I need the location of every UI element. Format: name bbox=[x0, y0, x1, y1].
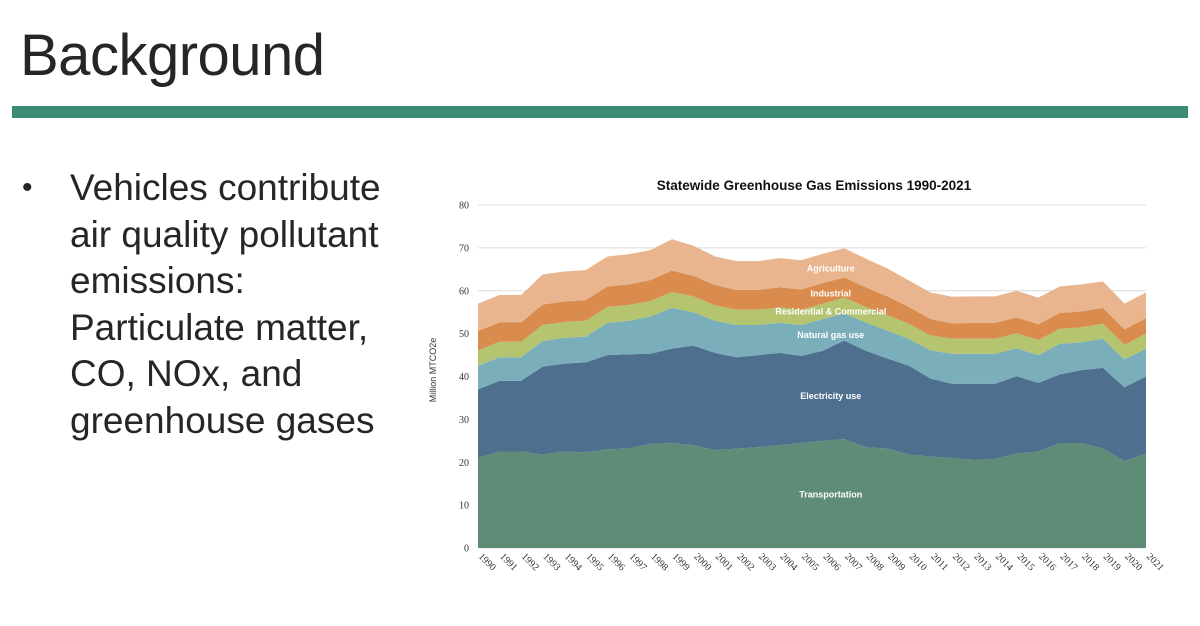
x-tick-label: 2003 bbox=[756, 551, 778, 573]
x-tick-label: 2020 bbox=[1122, 551, 1144, 573]
y-tick-label: 0 bbox=[464, 544, 469, 555]
area-residential-commercial bbox=[478, 292, 1146, 366]
bullet-marker: • bbox=[22, 171, 33, 204]
area-label-industrial: Industrial bbox=[811, 288, 852, 298]
x-tick-label: 1994 bbox=[562, 551, 584, 573]
x-tick-label: 2004 bbox=[778, 551, 800, 573]
x-tick-label: 2019 bbox=[1101, 551, 1123, 573]
x-tick-label: 2013 bbox=[971, 551, 993, 573]
x-tick-label: 1995 bbox=[584, 551, 606, 573]
y-tick-label: 30 bbox=[459, 415, 469, 426]
y-axis-ticks: 0 10 20 30 40 50 60 70 80 bbox=[459, 201, 469, 555]
x-tick-label: 1993 bbox=[541, 551, 563, 573]
area-label-transportation: Transportation bbox=[799, 489, 862, 499]
area-electricity-use bbox=[478, 340, 1146, 461]
x-tick-label: 1999 bbox=[670, 551, 692, 573]
x-tick-label: 2002 bbox=[734, 551, 756, 573]
area-label-agriculture: Agriculture bbox=[807, 263, 855, 273]
x-tick-label: 1997 bbox=[627, 551, 649, 573]
y-tick-label: 40 bbox=[459, 372, 469, 383]
x-tick-label: 2015 bbox=[1015, 551, 1037, 573]
x-tick-label: 2016 bbox=[1036, 551, 1058, 573]
x-axis-ticks: 1990 1991 1992 1993 1994 1995 1996 1997 1998 1999… bbox=[476, 551, 1166, 573]
x-tick-label: 1992 bbox=[519, 551, 541, 573]
x-tick-label: 2012 bbox=[950, 551, 972, 573]
x-tick-label: 2014 bbox=[993, 551, 1015, 573]
x-tick-label: 2001 bbox=[713, 551, 735, 573]
slide-title: Background bbox=[20, 23, 325, 88]
x-tick-label: 2006 bbox=[821, 551, 843, 573]
chart-title: Statewide Greenhouse Gas Emissions 1990-… bbox=[657, 178, 972, 193]
x-tick-label: 1991 bbox=[497, 551, 519, 573]
area-transportation bbox=[478, 439, 1146, 548]
x-tick-label: 2018 bbox=[1079, 551, 1101, 573]
y-tick-label: 70 bbox=[459, 243, 469, 254]
x-tick-label: 2021 bbox=[1144, 551, 1166, 573]
chart-areas bbox=[478, 239, 1146, 548]
title-divider bbox=[12, 106, 1188, 118]
y-tick-label: 60 bbox=[459, 286, 469, 297]
x-tick-label: 2007 bbox=[842, 551, 864, 573]
area-label-electricity-use: Electricity use bbox=[800, 391, 861, 401]
area-industrial bbox=[478, 270, 1146, 351]
y-tick-label: 10 bbox=[459, 501, 469, 512]
x-tick-label: 2008 bbox=[864, 551, 886, 573]
x-tick-label: 2000 bbox=[691, 551, 713, 573]
x-tick-label: 2017 bbox=[1058, 551, 1080, 573]
chart-area-labels: Transportation Electricity use Natural gas… bbox=[775, 263, 886, 499]
x-tick-label: 2011 bbox=[928, 551, 950, 573]
y-axis-label: Million MTCO2e bbox=[428, 338, 438, 403]
x-tick-label: 1990 bbox=[476, 551, 498, 573]
bullet-text: Vehicles contribute air quality pollutan… bbox=[70, 167, 381, 441]
area-label-natural-gas-use: Natural gas use bbox=[797, 330, 864, 340]
y-tick-label: 80 bbox=[459, 201, 469, 212]
x-tick-label: 1996 bbox=[605, 551, 627, 573]
area-label-residential-commercial: Residential & Commercial bbox=[775, 306, 886, 316]
area-agriculture bbox=[478, 239, 1146, 332]
y-tick-label: 50 bbox=[459, 329, 469, 340]
y-tick-label: 20 bbox=[459, 458, 469, 469]
x-tick-label: 2005 bbox=[799, 551, 821, 573]
x-tick-label: 1998 bbox=[648, 551, 670, 573]
area-natural-gas-use bbox=[478, 307, 1146, 390]
x-tick-label: 2009 bbox=[885, 551, 907, 573]
x-tick-label: 2010 bbox=[907, 551, 929, 573]
